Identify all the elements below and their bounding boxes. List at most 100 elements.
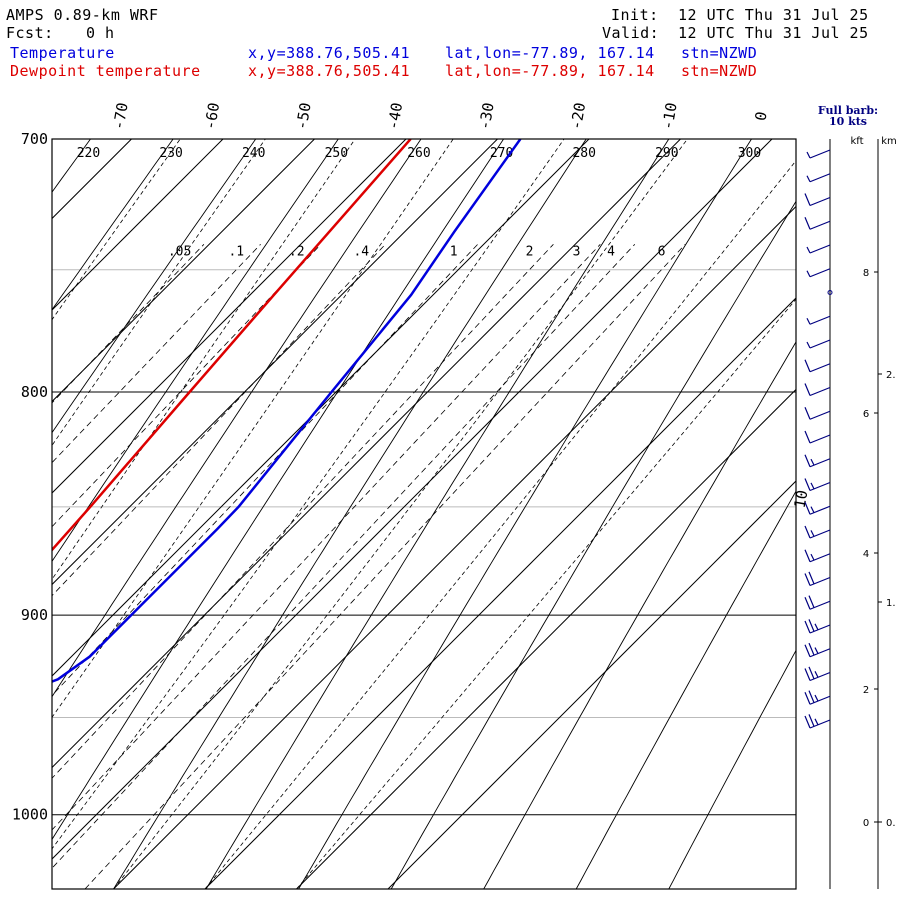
barb-flag — [808, 714, 815, 727]
fcst-value: 0 h — [86, 24, 115, 42]
isotherm-line — [52, 139, 407, 494]
barb-flag — [804, 383, 811, 396]
wind-barb — [806, 268, 831, 278]
isotherm-line — [52, 139, 132, 220]
theta-label: 250 — [325, 146, 348, 161]
temperature-tick-group: -30 — [475, 101, 497, 131]
wind-barb — [804, 714, 831, 729]
dry-adiabat — [298, 139, 752, 889]
barb-staff — [809, 173, 831, 183]
barb-half-flag — [814, 623, 819, 631]
mixing-ratio-label: .2 — [289, 245, 305, 260]
barb-half-flag — [806, 151, 811, 159]
plot-frame — [51, 138, 797, 890]
height-units-kft: kft — [850, 136, 863, 147]
barb-flag — [804, 454, 811, 467]
theta-label: 220 — [77, 146, 100, 161]
temperature-tick-label: -10 — [658, 101, 680, 131]
mixing-ratio-line — [52, 244, 261, 464]
barb-flag — [808, 666, 815, 680]
temperature-tick-group: -40 — [384, 101, 406, 131]
temperature-tick-group: -70 — [109, 101, 131, 131]
temperature-trace — [52, 139, 522, 683]
mixing-ratio-line — [52, 244, 386, 597]
barb-staff — [809, 268, 831, 278]
wind-barb — [804, 642, 831, 658]
barb-staff — [809, 529, 831, 539]
mixing-ratio-line — [52, 244, 636, 869]
isotherm-line — [52, 139, 681, 769]
barb-half-flag — [806, 317, 811, 325]
theta-label: 290 — [655, 146, 678, 161]
mixing-ratio-label: 3 — [573, 245, 581, 260]
barb-half-flag — [806, 175, 811, 183]
wind-barb — [804, 595, 831, 610]
wind-barb — [804, 502, 831, 515]
init-value: 12 UTC Thu 31 Jul 25 — [678, 6, 869, 24]
legend-dewpoint-latlon: lat,lon=-77.89, 167.14 — [445, 62, 655, 80]
wind-barb — [804, 571, 831, 587]
temperature-tick-group: -50 — [292, 101, 314, 131]
legend-temperature-stn: stn=NZWD — [681, 44, 758, 62]
barb-flag — [804, 430, 811, 444]
barb-half-flag — [814, 671, 819, 678]
isotherm-line — [52, 139, 590, 677]
temperature-tick-label: -20 — [567, 101, 589, 131]
barb-flag — [804, 502, 811, 515]
barb-flag — [804, 644, 811, 657]
barb-flag — [804, 573, 811, 586]
wind-barb — [804, 383, 831, 397]
mixing-ratio-label: 2 — [526, 245, 534, 260]
mixing-ratio-label: 1 — [450, 245, 458, 260]
barb-half-flag — [806, 246, 811, 254]
barb-staff — [809, 553, 831, 563]
barb-flag — [808, 619, 815, 632]
barb-flag — [804, 715, 811, 729]
mixing-ratio-line — [52, 244, 205, 404]
km-label: 2. — [886, 370, 896, 381]
wind-barb — [806, 244, 831, 254]
mixing-ratio-line — [84, 244, 686, 889]
mixing-ratio-label: .1 — [228, 245, 244, 260]
temperature-tick-label: -50 — [292, 101, 314, 131]
temperature-tick-group: -20 — [567, 101, 589, 131]
isotherm-line — [52, 139, 773, 860]
dry-adiabat — [52, 139, 174, 311]
barb-half-flag — [814, 718, 819, 726]
dry-adiabat — [575, 490, 796, 889]
isotherm-line — [204, 297, 796, 889]
kft-label: 8 — [863, 268, 869, 279]
dry-adiabat — [205, 139, 670, 889]
barb-staff — [809, 363, 831, 373]
wind-barb — [804, 407, 831, 420]
wind-barb — [806, 339, 831, 349]
barb-half-flag — [810, 482, 815, 490]
dry-adiabat — [483, 341, 796, 889]
moist-adiabat — [52, 139, 181, 321]
barb-staff — [809, 458, 831, 468]
barb-staff — [809, 600, 831, 610]
dry-adiabat — [52, 139, 422, 698]
wind-barb — [804, 359, 831, 373]
wind-barb — [804, 454, 831, 468]
wind-barb — [806, 149, 831, 159]
valid-label: Valid: — [602, 24, 660, 42]
pressure-tick-label: 1000 — [12, 806, 48, 824]
temperature-tick-label: -70 — [109, 101, 131, 131]
mixing-ratio-label: .05 — [168, 245, 191, 260]
dry-adiabat — [113, 139, 587, 889]
theta-label: 280 — [572, 146, 595, 161]
barb-staff — [809, 149, 831, 159]
isotherm-line — [52, 139, 498, 586]
height-units-km: km — [881, 136, 897, 147]
barb-staff — [809, 624, 831, 634]
moist-adiabat — [296, 298, 796, 889]
wind-barb — [804, 549, 831, 563]
moist-adiabat — [113, 139, 688, 889]
moist-adiabat — [52, 139, 266, 447]
dry-adiabat — [52, 139, 257, 434]
barb-staff — [809, 695, 831, 705]
barb-header-line1: Full barb: — [818, 104, 878, 117]
barb-header-line2: 10 kts — [829, 115, 867, 128]
